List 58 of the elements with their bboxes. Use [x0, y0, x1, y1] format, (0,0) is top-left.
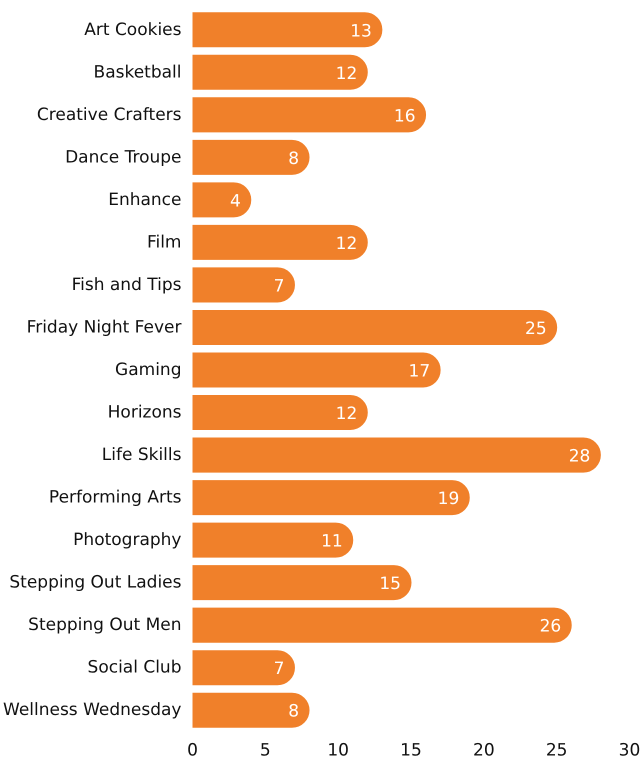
- data-label: 11: [321, 532, 343, 552]
- x-tick-label: 10: [327, 740, 349, 758]
- x-tick-label: 5: [260, 740, 271, 758]
- y-tick-label: Friday Night Fever: [26, 317, 182, 338]
- bar: [192, 565, 412, 600]
- y-tick-label: Photography: [73, 530, 182, 550]
- bar: [192, 650, 295, 686]
- data-label: 16: [394, 106, 416, 126]
- bar: [192, 522, 354, 558]
- data-label: 8: [288, 148, 300, 169]
- y-tick-label: Fish and Tips: [72, 274, 182, 295]
- data-label: 12: [336, 234, 358, 254]
- y-tick-label: Horizons: [108, 402, 182, 423]
- bar: [192, 310, 558, 345]
- data-label: 26: [540, 616, 562, 637]
- y-tick-label: Social Club: [88, 658, 182, 678]
- y-tick-label: Gaming: [115, 360, 182, 380]
- y-tick-label: Film: [146, 232, 182, 252]
- bar: [192, 267, 295, 302]
- y-tick-label: Basketball: [94, 62, 182, 82]
- data-label: 28: [568, 446, 590, 467]
- bar: [192, 692, 310, 728]
- bar: [192, 54, 368, 90]
- y-tick-label: Enhance: [108, 190, 182, 210]
- bar: [192, 608, 572, 643]
- bar: [192, 182, 252, 218]
- bar: [192, 12, 382, 48]
- bar: [192, 224, 368, 260]
- data-label: 7: [274, 659, 284, 680]
- x-tick-label: 0: [187, 740, 198, 758]
- y-tick-label: Creative Crafters: [36, 104, 182, 125]
- x-tick-label: 25: [546, 740, 568, 758]
- data-label: 15: [379, 574, 402, 594]
- data-label: 13: [350, 21, 372, 42]
- y-tick-label: Performing Arts: [48, 488, 182, 508]
- bar: [192, 140, 310, 175]
- y-tick-label: Art Cookies: [84, 20, 182, 40]
- y-tick-label: Stepping Out Ladies: [9, 572, 182, 593]
- data-label: 12: [336, 404, 358, 424]
- data-label: 4: [230, 191, 241, 212]
- x-tick-label: 15: [400, 740, 422, 758]
- data-label: 17: [408, 362, 430, 382]
- x-tick-label: 30: [618, 740, 640, 758]
- y-tick-label: Life Skills: [102, 445, 182, 466]
- bar: [192, 352, 441, 388]
- bar: [192, 97, 426, 132]
- y-tick-label: Dance Troupe: [65, 147, 182, 168]
- y-tick-label: Stepping Out Men: [28, 615, 182, 636]
- y-tick-label: Wellness Wednesday: [3, 700, 182, 720]
- data-label: 7: [274, 276, 284, 296]
- data-label: 25: [525, 318, 547, 339]
- x-tick-label: 20: [473, 740, 495, 758]
- bar: [192, 438, 601, 473]
- bar: [192, 480, 470, 516]
- data-label: 19: [438, 489, 460, 510]
- bar: [192, 395, 368, 430]
- data-label: 8: [288, 702, 300, 722]
- data-label: 12: [336, 64, 358, 84]
